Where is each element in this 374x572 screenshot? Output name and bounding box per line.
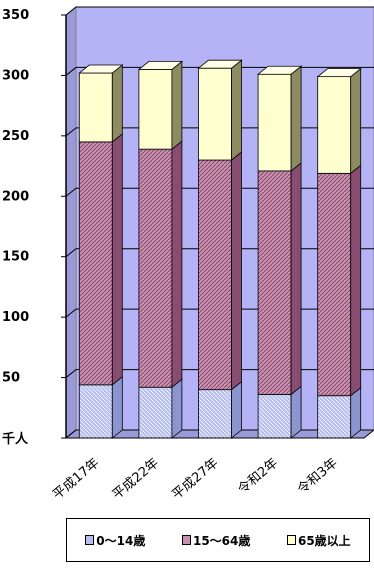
y-tick-label: 150 bbox=[2, 250, 29, 265]
bar-4-segment-2-side bbox=[350, 67, 362, 175]
x-category-label: 令和2年 bbox=[235, 456, 281, 498]
bar-3-segment-1 bbox=[257, 170, 292, 395]
bar-4-segment-0-side bbox=[350, 386, 362, 439]
y-tick-label: 250 bbox=[2, 129, 29, 144]
bar-4-segment-0 bbox=[317, 395, 352, 439]
bar-0-segment-1-side bbox=[111, 133, 123, 386]
legend-swatch-15-64 bbox=[181, 535, 191, 545]
bar-3-segment-2 bbox=[257, 73, 292, 172]
bar-2-segment-0 bbox=[198, 389, 232, 439]
bar-0-segment-2 bbox=[78, 72, 113, 143]
y-tick-label: 200 bbox=[2, 189, 29, 204]
bar-1-segment-2 bbox=[138, 68, 173, 150]
legend-item-65-plus: 65歳以上 bbox=[286, 532, 351, 549]
bar-2-segment-1 bbox=[198, 159, 232, 391]
y-tick-label: 300 bbox=[2, 68, 29, 83]
bar-2-segment-0-side bbox=[231, 380, 242, 439]
legend-swatch-0-14 bbox=[85, 535, 95, 545]
bar-0-segment-0-side bbox=[111, 375, 123, 439]
y-tick-label: 350 bbox=[2, 8, 29, 23]
bar-2-segment-2 bbox=[198, 67, 232, 161]
bar-3-segment-0 bbox=[257, 394, 292, 439]
bar-1-segment-0-side bbox=[171, 378, 183, 439]
bar-2-top bbox=[197, 59, 243, 69]
gridline bbox=[65, 6, 374, 16]
y-tick-label: 100 bbox=[2, 310, 29, 325]
bar-3-segment-0-side bbox=[290, 385, 302, 439]
bar-3-top bbox=[256, 65, 303, 75]
bar-3-segment-1-side bbox=[290, 162, 302, 396]
bar-1-top bbox=[137, 60, 184, 70]
bar-0-top bbox=[78, 64, 124, 74]
bar-4-top bbox=[316, 68, 362, 78]
bar-0-segment-1 bbox=[78, 141, 113, 386]
x-category-label: 平成17年 bbox=[50, 456, 102, 503]
legend-item-15-64: 15～64歳 bbox=[181, 532, 251, 549]
bar-0-segment-0 bbox=[78, 384, 113, 439]
legend-swatch-65-plus bbox=[286, 535, 296, 545]
y-unit-label: 千人 bbox=[2, 431, 29, 447]
bar-1-segment-2-side bbox=[171, 60, 183, 150]
bar-4-segment-1-side bbox=[350, 164, 362, 397]
bar-2-segment-1-side bbox=[231, 151, 242, 391]
x-category-label: 平成22年 bbox=[110, 456, 162, 503]
chart-legend: 0～14歳 15～64歳 65歳以上 bbox=[66, 518, 370, 562]
bar-4-segment-1 bbox=[317, 172, 352, 397]
bar-1-segment-1 bbox=[138, 148, 173, 388]
bar-1-segment-1-side bbox=[171, 140, 183, 389]
x-category-label: 令和3年 bbox=[295, 456, 341, 498]
legend-item-0-14: 0～14歳 bbox=[85, 532, 145, 549]
bar-1-segment-0 bbox=[138, 386, 173, 439]
bar-3-segment-2-side bbox=[290, 65, 302, 172]
x-category-label: 平成27年 bbox=[169, 456, 221, 503]
legend-label-15-64: 15～64歳 bbox=[192, 533, 251, 548]
bar-2-segment-2-side bbox=[231, 59, 242, 161]
legend-label-65-plus: 65歳以上 bbox=[297, 533, 351, 548]
bar-0-segment-2-side bbox=[111, 64, 123, 143]
legend-label-0-14: 0～14歳 bbox=[96, 533, 146, 548]
bar-4-segment-2 bbox=[317, 76, 352, 174]
y-tick-label: 50 bbox=[2, 371, 20, 386]
